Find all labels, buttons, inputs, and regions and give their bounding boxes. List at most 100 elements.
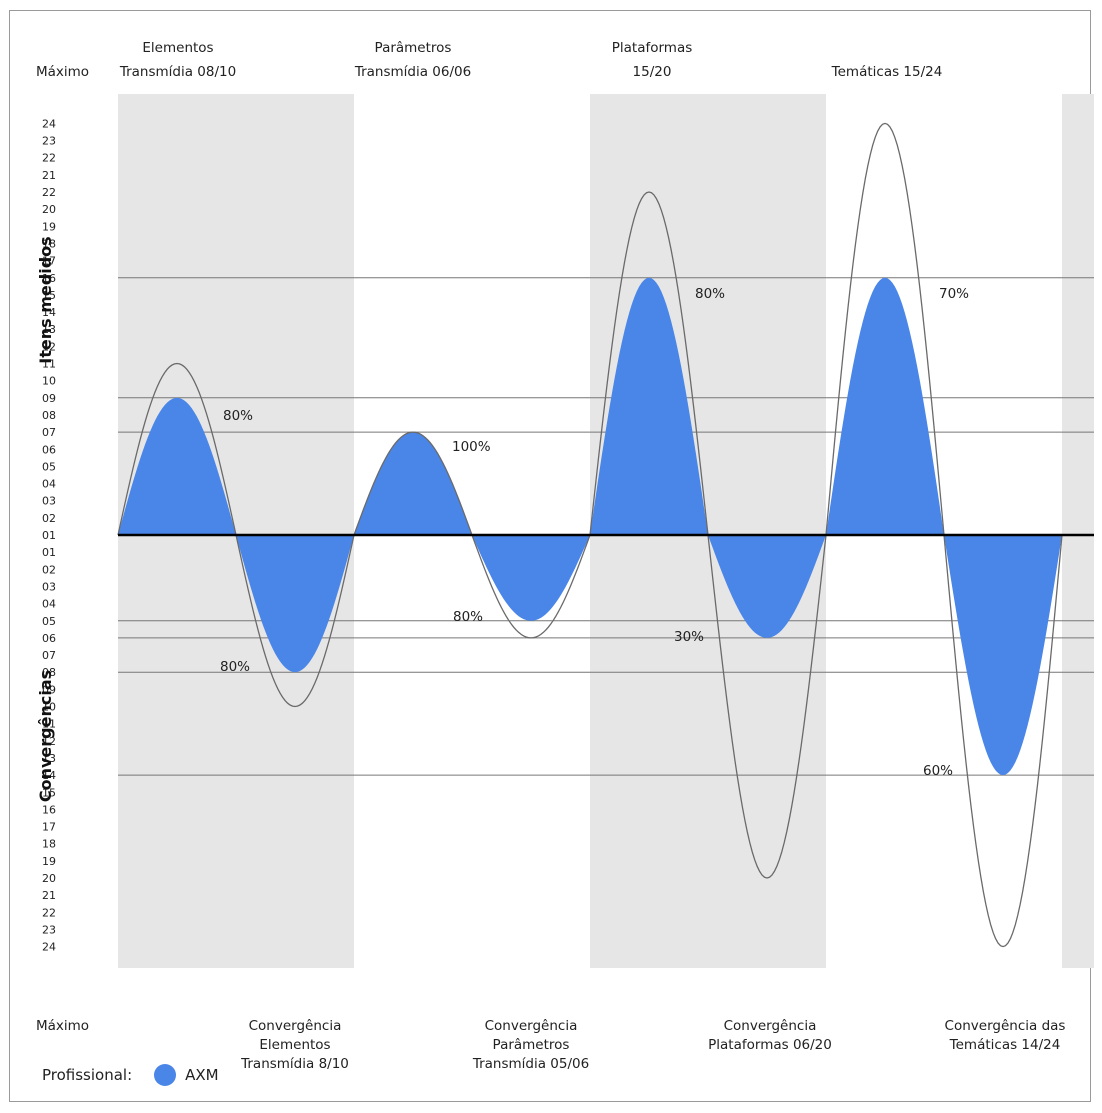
max-label-top: Máximo <box>36 64 89 80</box>
y-tick-bottom: 22 <box>42 906 56 919</box>
y-tick-bottom: 05 <box>42 615 56 628</box>
legend-entry-axm: AXM <box>185 1066 219 1084</box>
band-edge <box>1062 94 1094 968</box>
max-items-outline-2 <box>353 431 473 536</box>
measured-hump-3 <box>590 277 708 535</box>
convergence-hump-3 <box>708 535 826 638</box>
y-tick-bottom: 18 <box>42 838 56 851</box>
measured-hump-4 <box>826 277 944 535</box>
bottom-label-4: Temáticas 14/24 <box>949 1037 1061 1053</box>
bottom-label-4: Convergência das <box>945 1018 1066 1034</box>
y-tick-top: 06 <box>42 443 56 456</box>
y-tick-top: 22 <box>42 186 56 199</box>
y-tick-top: 07 <box>42 426 56 439</box>
y-tick-bottom: 23 <box>42 923 56 936</box>
y-tick-top: 21 <box>42 169 56 182</box>
y-tick-bottom: 08 <box>42 666 56 679</box>
convergence-hump-2 <box>472 535 590 621</box>
y-tick-top: 02 <box>42 512 56 525</box>
bottom-label-1: Convergência <box>249 1018 342 1034</box>
y-tick-top: 10 <box>42 375 56 388</box>
bottom-label-2: Parâmetros <box>493 1037 570 1053</box>
top-label-4: Temáticas 15/24 <box>831 64 943 80</box>
y-tick-top: 09 <box>42 392 56 405</box>
max-label-bottom: Máximo <box>36 1018 89 1034</box>
max-conv-outline-2 <box>471 534 591 639</box>
y-tick-bottom: 13 <box>42 752 56 765</box>
y-tick-top: 14 <box>42 306 56 319</box>
top-percent-1: 80% <box>223 408 253 424</box>
top-label-3: Plataformas <box>612 40 693 56</box>
bottom-percent-3: 30% <box>674 629 704 645</box>
y-tick-top: 19 <box>42 220 56 233</box>
legend: Profissional: AXM <box>42 1064 219 1086</box>
y-tick-bottom: 20 <box>42 872 56 885</box>
y-tick-bottom: 04 <box>42 598 56 611</box>
y-tick-bottom: 17 <box>42 821 56 834</box>
bottom-label-3: Convergência <box>724 1018 817 1034</box>
y-tick-top: 04 <box>42 478 56 491</box>
y-tick-top: 17 <box>42 255 56 268</box>
waves <box>117 122 1063 948</box>
y-tick-top: 23 <box>42 135 56 148</box>
legend-label: Profissional: <box>42 1066 133 1084</box>
y-tick-bottom: 14 <box>42 769 56 782</box>
convergence-hump-1 <box>236 535 354 673</box>
bottom-label-1: Elementos <box>259 1037 330 1053</box>
y-tick-bottom: 11 <box>42 718 56 731</box>
top-percent-4: 70% <box>939 286 969 302</box>
y-tick-bottom: 10 <box>42 701 56 714</box>
y-tick-bottom: 06 <box>42 632 56 645</box>
y-tick-top: 24 <box>42 117 56 130</box>
y-axis-bottom-title: Convergências <box>36 670 55 802</box>
y-tick-bottom: 03 <box>42 580 56 593</box>
group-labels: Elementos Transmídia 08/10 Convergência Ele… <box>119 40 1066 1072</box>
bottom-label-2: Transmídia 05/06 <box>472 1056 589 1072</box>
y-tick-top: 03 <box>42 495 56 508</box>
max-conv-outline-1 <box>235 534 355 708</box>
y-tick-top: 16 <box>42 272 56 285</box>
bottom-percent-2: 80% <box>453 609 483 625</box>
y-tick-top: 05 <box>42 460 56 473</box>
max-conv-outline-3 <box>707 534 827 879</box>
y-tick-bottom: 07 <box>42 649 56 662</box>
top-percent-2: 100% <box>452 439 491 455</box>
measured-hump-1 <box>118 397 236 535</box>
y-tick-top: 18 <box>42 237 56 250</box>
y-tick-bottom: 02 <box>42 563 56 576</box>
y-tick-top: 20 <box>42 203 56 216</box>
bottom-percent-4: 60% <box>923 763 953 779</box>
y-tick-bottom: 21 <box>42 889 56 902</box>
top-label-2: Parâmetros <box>375 40 452 56</box>
legend-swatch-axm <box>154 1064 177 1086</box>
y-tick-bottom: 16 <box>42 803 56 816</box>
bottom-label-3: Plataformas 06/20 <box>708 1037 832 1053</box>
y-tick-top: 01 <box>42 529 56 542</box>
y-tick-bottom: 09 <box>42 683 56 696</box>
max-items-outline-3 <box>589 191 709 536</box>
y-tick-bottom: 19 <box>42 855 56 868</box>
convergence-hump-4 <box>944 535 1062 776</box>
y-tick-bottom: 24 <box>42 941 56 954</box>
y-tick-top: 11 <box>42 358 56 371</box>
y-tick-bottom: 12 <box>42 735 56 748</box>
top-label-2: Transmídia 06/06 <box>354 64 471 80</box>
y-tick-top: 13 <box>42 323 56 336</box>
y-tick-top: 12 <box>42 340 56 353</box>
top-percent-3: 80% <box>695 286 725 302</box>
measured-hump-2 <box>354 432 472 535</box>
top-label-1: Elementos <box>142 40 213 56</box>
y-tick-bottom: 15 <box>42 786 56 799</box>
top-label-1: Transmídia 08/10 <box>119 64 236 80</box>
y-ticks: 24 23 22 21 22 20 19 18 17 16 15 14 13 12 11 10 09 08 07 06… <box>42 117 56 953</box>
max-items-outline-4 <box>825 122 945 536</box>
bottom-label-1: Transmídia 8/10 <box>240 1056 349 1072</box>
percent-labels: 80% 80% 100% 80% 80% 30% 70% 60% <box>220 286 969 779</box>
y-tick-top: 22 <box>42 152 56 165</box>
y-axis-top-title: Itens medidos <box>36 236 55 363</box>
y-tick-top: 08 <box>42 409 56 422</box>
top-label-3: 15/20 <box>633 64 672 80</box>
bottom-label-2: Convergência <box>485 1018 578 1034</box>
bottom-percent-1: 80% <box>220 659 250 675</box>
